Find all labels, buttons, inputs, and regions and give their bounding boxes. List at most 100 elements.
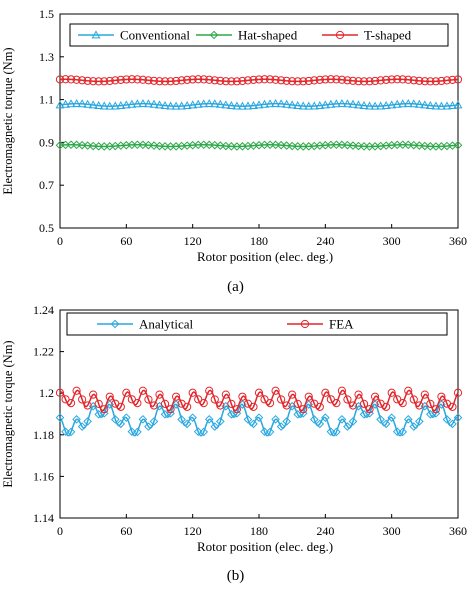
data-point-a-0-290 (376, 101, 386, 110)
data-point-a-0-270 (354, 100, 363, 109)
legend-marker-a-1 (209, 30, 219, 40)
data-point-a-0-155 (226, 100, 236, 109)
data-point-b-1-340 (431, 405, 440, 414)
data-point-a-2-325 (415, 76, 424, 85)
data-point-a-2-55 (116, 75, 125, 84)
data-point-b-1-105 (171, 392, 181, 401)
data-point-a-2-360 (453, 75, 463, 84)
data-point-b-1-255 (337, 386, 347, 395)
data-point-b-0-185 (260, 427, 269, 436)
data-point-a-2-275 (359, 77, 369, 86)
x-tick-label-b-60: 60 (120, 524, 132, 538)
data-point-b-1-5 (61, 395, 70, 404)
data-point-a-0-165 (237, 101, 247, 110)
data-point-b-0-0 (55, 413, 65, 422)
data-point-a-0-130 (199, 99, 209, 108)
data-point-a-2-20 (78, 76, 87, 85)
x-tick-label-b-180: 180 (250, 524, 268, 538)
data-point-b-1-90 (155, 390, 164, 399)
x-tick-label-a-60: 60 (120, 234, 132, 248)
data-point-a-2-70 (133, 75, 142, 84)
data-point-a-0-170 (243, 101, 253, 110)
data-point-a-1-140 (210, 140, 220, 150)
data-point-a-1-80 (144, 140, 153, 150)
data-point-b-1-360 (453, 388, 463, 397)
data-point-b-0-130 (199, 427, 209, 437)
data-point-a-0-220 (298, 101, 308, 110)
data-point-a-1-145 (215, 141, 225, 150)
data-point-a-0-150 (221, 100, 231, 109)
data-point-b-1-55 (116, 402, 125, 411)
data-point-b-0-250 (332, 427, 341, 437)
data-point-b-1-250 (332, 399, 341, 408)
x-tick-label-b-300: 300 (383, 524, 401, 538)
data-point-b-1-65 (127, 395, 136, 404)
data-point-a-1-200 (276, 140, 286, 150)
data-point-b-1-300 (387, 388, 396, 397)
data-point-b-1-210 (288, 390, 297, 399)
data-point-a-2-290 (376, 76, 385, 85)
legend-marker-a-2 (335, 30, 345, 40)
data-point-a-0-265 (348, 99, 358, 108)
data-point-b-1-25 (83, 401, 92, 410)
data-point-b-1-185 (260, 395, 269, 404)
data-point-a-0-340 (431, 101, 441, 110)
data-point-a-1-90 (155, 141, 164, 151)
data-point-a-0-350 (442, 101, 452, 110)
data-point-b-1-195 (271, 386, 280, 395)
data-point-b-0-85 (149, 417, 159, 426)
data-point-a-1-310 (398, 140, 408, 150)
data-point-a-2-285 (370, 76, 380, 86)
data-point-a-2-235 (315, 75, 324, 84)
data-point-a-0-300 (387, 100, 397, 109)
data-point-a-2-160 (232, 77, 241, 86)
y-tick-label-a-3: 1.1 (39, 93, 54, 107)
data-point-a-0-160 (232, 101, 242, 110)
data-point-a-2-170 (243, 76, 253, 85)
data-point-b-1-205 (282, 401, 291, 410)
data-point-a-0-140 (210, 99, 220, 108)
data-point-b-1-285 (370, 392, 380, 401)
data-point-a-0-335 (425, 100, 435, 109)
series-a-2 (55, 75, 463, 86)
data-point-a-2-40 (100, 77, 109, 86)
data-point-b-1-35 (94, 399, 103, 408)
data-point-b-0-290 (376, 415, 385, 424)
y-tick-label-b-0: 1.14 (33, 511, 54, 525)
data-point-a-1-95 (160, 142, 170, 151)
data-point-b-1-10 (66, 399, 76, 408)
data-point-b-1-240 (321, 388, 330, 397)
data-point-b-0-245 (326, 427, 336, 436)
data-point-a-0-45 (105, 101, 115, 110)
data-point-a-2-315 (404, 75, 413, 84)
data-point-a-2-345 (437, 76, 446, 86)
series-line-a-0 (59, 102, 459, 107)
data-point-a-2-165 (238, 76, 247, 86)
data-point-b-0-70 (133, 427, 142, 437)
data-point-a-2-240 (321, 75, 330, 84)
legend-b: Analytical FEA (66, 312, 448, 336)
data-point-a-2-30 (89, 77, 98, 86)
data-point-a-2-60 (122, 75, 131, 84)
y-axis-label-a: Electromagnetic torque (Nm) (1, 47, 15, 194)
data-point-a-2-295 (382, 75, 391, 84)
data-point-a-2-255 (337, 75, 347, 84)
data-point-a-0-60 (121, 100, 131, 109)
legend-box-a (69, 23, 449, 47)
data-point-b-1-95 (160, 399, 170, 408)
data-point-a-0-125 (193, 99, 203, 108)
x-tick-label-a-0: 0 (57, 234, 63, 248)
data-point-a-1-20 (77, 140, 87, 150)
data-point-b-0-300 (387, 413, 396, 422)
data-point-b-0-355 (448, 419, 457, 429)
data-point-b-0-360 (453, 413, 463, 422)
data-point-b-0-180 (254, 413, 264, 422)
data-point-a-2-110 (177, 76, 186, 85)
data-point-b-0-255 (337, 415, 347, 424)
data-point-b-1-260 (343, 395, 352, 404)
legend-label-a-0: Conventional (120, 28, 190, 43)
data-point-b-0-200 (276, 422, 286, 431)
data-point-b-1-135 (205, 386, 214, 395)
data-point-a-2-25 (83, 76, 92, 85)
